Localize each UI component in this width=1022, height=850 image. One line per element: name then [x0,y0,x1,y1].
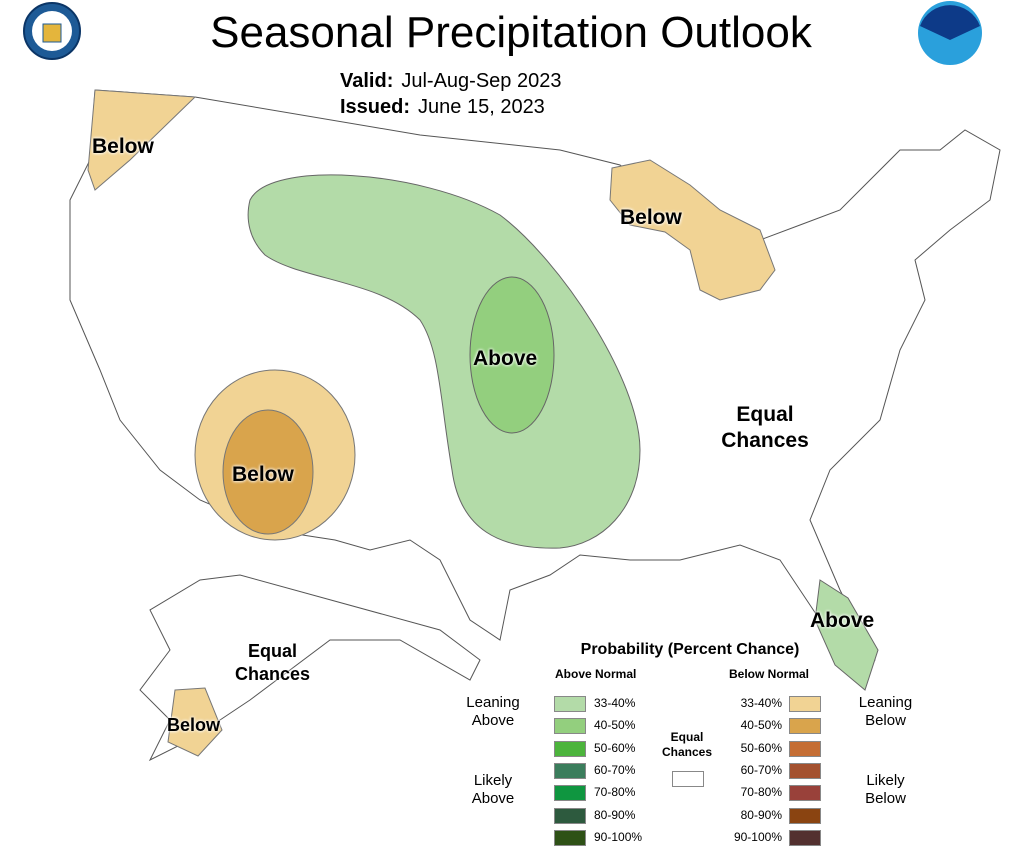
above-range: 40-50% [594,718,636,733]
below-range: 60-70% [740,762,782,777]
below-range: 40-50% [740,718,782,733]
above-swatch [554,762,586,779]
above-range: 90-100% [594,829,643,844]
below-range: 90-100% [733,829,782,844]
below-swatch [789,785,821,802]
below-swatch [789,807,821,824]
above-normal-header: Above Normal [555,667,637,681]
above-range: 60-70% [594,762,636,777]
valid-line: Valid: Jul-Aug-Sep 2023 [340,70,561,93]
label-michigan: Below [620,206,682,229]
leaning-below-label: Leaning Below [858,694,913,729]
label-nw: Below [92,135,154,158]
below-range: 50-60% [740,740,782,755]
valid-value: Jul-Aug-Sep 2023 [401,70,562,92]
region-nw-below [87,89,197,191]
likely-above-label: Likely Above [471,772,515,807]
region-michigan-below [609,159,776,301]
equal-chances-swatch [672,771,704,787]
above-swatch [554,807,586,824]
below-range: 80-90% [740,807,782,822]
legend-title: Probability (Percent Chance) [580,641,800,658]
page-title: Seasonal Precipitation Outlook [210,8,812,57]
likely-below-label: Likely Below [865,772,906,807]
below-swatch [789,762,821,779]
below-swatch [789,740,821,757]
region-central-above-40 [469,276,555,434]
region-central-above [247,174,641,549]
below-normal-header: Below Normal [729,667,810,681]
region-sw-below-40 [222,409,314,535]
label-central: Above [473,347,538,370]
below-swatch [789,696,821,712]
below-swatch [789,718,821,735]
region-alaska-below [167,687,223,757]
above-range: 70-80% [594,785,636,800]
equal-chances-label: Equal Chances [661,730,713,759]
below-range: 33-40% [740,696,782,710]
above-range: 33-40% [594,696,636,710]
region-florida-above [814,579,879,691]
label-sw: Below [232,463,294,486]
label-alaska: Equal Chances [234,641,311,684]
above-range: 80-90% [594,807,636,822]
issued-line: Issued: June 15, 2023 [340,96,545,119]
above-swatch [554,785,586,802]
label-alaska-below: Below [167,715,221,735]
above-range: 50-60% [594,740,636,755]
issued-value: June 15, 2023 [418,96,545,118]
issued-label: Issued: [340,96,411,118]
label-east: Equal Chances [721,403,809,452]
above-swatch [554,829,586,846]
leaning-above-label: Leaning Above [466,694,520,729]
below-swatch [789,829,821,846]
above-swatch [554,740,586,757]
above-swatch [554,696,586,712]
below-range: 70-80% [740,785,782,800]
alaska-outline [139,574,481,762]
label-florida: Above [810,609,875,632]
valid-label: Valid: [340,70,394,92]
above-swatch [554,718,586,735]
